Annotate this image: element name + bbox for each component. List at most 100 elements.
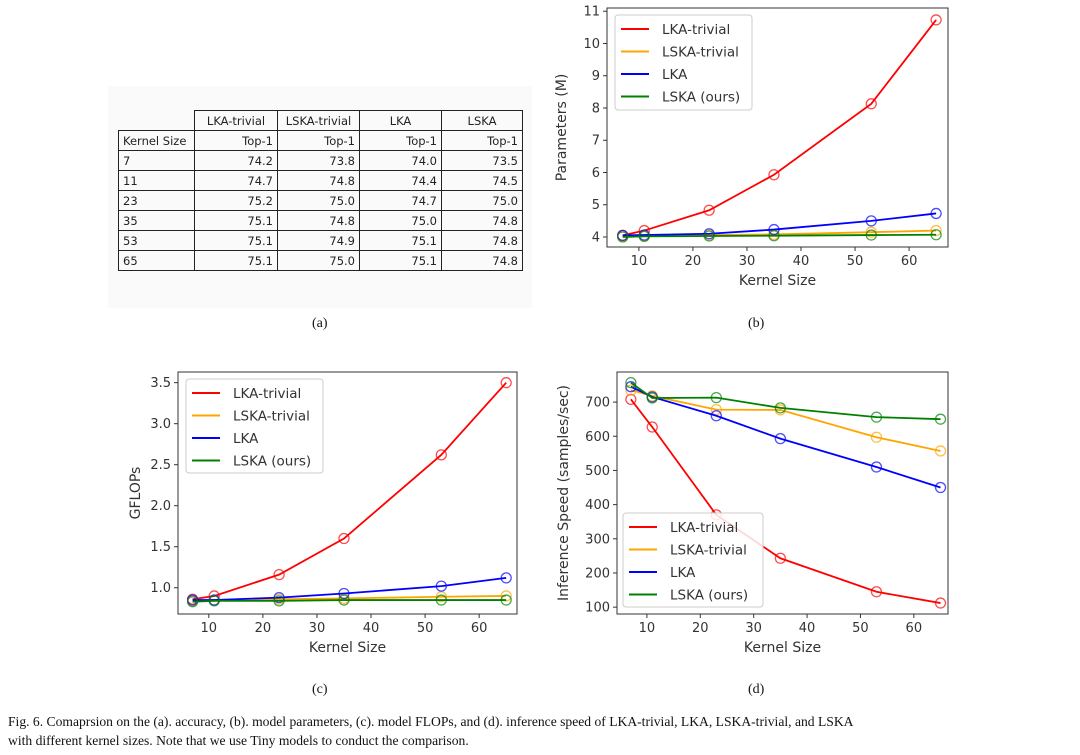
data-point <box>934 445 947 457</box>
chart-b: 10 20 30 40 50 60 4 5 6 7 8 9 10 11 Kernel Size Paramet… <box>554 5 949 289</box>
data-point <box>865 226 877 238</box>
data-point <box>870 411 883 423</box>
x-axis-label: Kernel Size <box>739 273 816 289</box>
y-tick-label: 7 <box>592 134 600 149</box>
data-point <box>768 169 780 181</box>
data-point <box>930 14 942 26</box>
data-point <box>646 421 658 433</box>
data-point <box>768 223 780 236</box>
table-subheader: Kernel Size <box>118 130 195 151</box>
y-tick-label: 600 <box>585 430 610 445</box>
data-point <box>930 207 942 220</box>
data-point <box>774 552 787 564</box>
y-tick-label: 200 <box>585 566 610 581</box>
x-tick-label: 30 <box>739 254 756 269</box>
caption-line: Fig. 6. Comaprsion on the (a). accuracy,… <box>8 714 854 729</box>
x-tick-label: 50 <box>417 621 434 636</box>
subcaption-c: (c) <box>312 682 328 697</box>
kernel-size-cell: 23 <box>118 190 195 211</box>
x-tick-label: 10 <box>631 254 648 269</box>
data-point <box>865 215 877 227</box>
axes-frame <box>177 371 518 615</box>
figure-caption: Fig. 6. Comaprsion on the (a). accuracy,… <box>8 712 1078 750</box>
series-line <box>192 599 507 603</box>
table-row: 11 74.7 74.8 74.4 74.5 <box>118 170 523 191</box>
data-point <box>435 580 447 592</box>
y-tick-label: 2.5 <box>150 458 171 473</box>
x-tick-label: 40 <box>799 621 816 636</box>
data-point <box>500 594 512 606</box>
y-tick-label: 5 <box>592 198 600 213</box>
x-tick-label: 60 <box>906 621 923 636</box>
series-lska-ours- <box>186 594 512 608</box>
table-subheader: Top-1 <box>277 130 360 151</box>
data-point <box>338 594 350 606</box>
legend-box <box>614 14 753 111</box>
data-point <box>638 230 650 243</box>
data-point <box>870 586 883 598</box>
table-header: LSKA <box>441 110 523 131</box>
x-axis-label: Kernel Size <box>744 640 821 656</box>
legend: LKA-trivial LSKA-trivial LKA LSKA (ours) <box>185 378 324 474</box>
y-tick-label: 2.0 <box>150 499 171 514</box>
legend: LKA-trivial LSKA-trivial LKA LSKA (ours) <box>622 512 764 608</box>
top1-cell: 74.7 <box>359 190 442 211</box>
data-point <box>186 596 199 608</box>
series-lska-ours- <box>617 229 942 243</box>
data-point <box>710 410 722 422</box>
subcaption-d: (d) <box>748 682 765 697</box>
data-point <box>774 433 787 445</box>
data-point <box>273 568 285 581</box>
series-line <box>192 577 507 601</box>
legend-label: LKA-trivial <box>233 386 301 402</box>
data-point <box>273 591 285 604</box>
x-tick-label: 30 <box>745 621 762 636</box>
chart-c: 10 20 30 40 50 60 1.0 1.5 2.0 2.5 3.0 3.5 Kernel Siz… <box>128 371 518 656</box>
x-tick-label: 20 <box>255 621 272 636</box>
data-point <box>625 384 637 396</box>
y-tick-label: 300 <box>585 532 610 547</box>
top1-cell: 75.0 <box>277 250 360 271</box>
x-tick-label: 10 <box>201 621 218 636</box>
series-line <box>622 233 937 238</box>
data-point <box>646 392 658 404</box>
table-group-header-row: LKA-trivial LSKA-trivial LKA LSKA <box>119 110 523 131</box>
axes-frame <box>616 371 949 615</box>
legend: LKA-trivial LSKA-trivial LKA LSKA (ours) <box>614 14 753 111</box>
y-tick-label: 3.5 <box>150 376 171 391</box>
y-axis-label: Parameters (M) <box>554 74 570 182</box>
data-point <box>435 591 447 603</box>
y-tick-label: 8 <box>592 101 600 116</box>
top1-cell: 75.0 <box>441 190 523 211</box>
data-point <box>500 377 512 389</box>
data-point <box>338 587 350 600</box>
axes-frame <box>606 7 949 248</box>
x-tick-label: 20 <box>692 621 709 636</box>
y-tick-label: 10 <box>583 37 600 52</box>
y-tick-label: 9 <box>592 69 600 84</box>
legend-box <box>622 512 764 608</box>
data-point <box>625 393 637 405</box>
legend-label: LSKA-trivial <box>670 543 747 559</box>
x-axis-label: Kernel Size <box>309 640 386 656</box>
data-point <box>870 431 883 443</box>
top1-cell: 74.8 <box>441 250 523 271</box>
legend-label: LSKA (ours) <box>233 454 311 470</box>
data-point <box>703 204 715 216</box>
x-tick-label: 50 <box>852 621 869 636</box>
series-lska-trivial <box>625 384 947 457</box>
y-tick-label: 1.5 <box>150 540 171 555</box>
subcaption-b: (b) <box>748 316 765 331</box>
data-point <box>617 231 629 243</box>
y-tick-label: 100 <box>585 601 610 616</box>
x-tick-label: 20 <box>685 254 702 269</box>
data-point <box>435 449 447 461</box>
data-point <box>865 98 877 110</box>
series-lska-ours- <box>625 376 947 425</box>
kernel-size-cell: 11 <box>118 170 195 191</box>
series-line <box>622 212 937 237</box>
x-tick-label: 50 <box>847 254 864 269</box>
data-point <box>870 461 883 473</box>
table-row: 65 75.1 75.0 75.1 74.8 <box>118 250 523 271</box>
